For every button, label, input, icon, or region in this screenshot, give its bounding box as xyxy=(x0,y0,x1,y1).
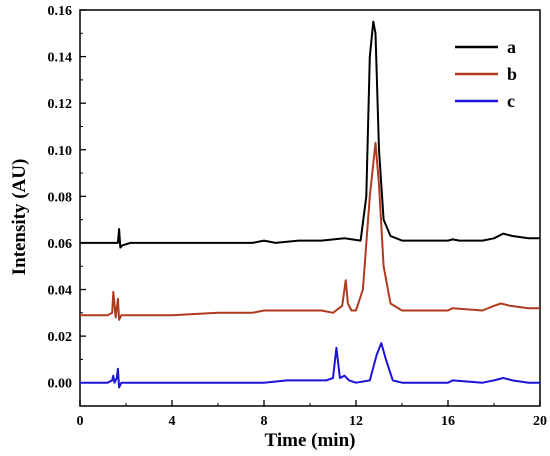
legend-label-c: c xyxy=(507,91,515,111)
y-axis-title: Intensity (AU) xyxy=(9,159,30,276)
x-tick-label: 4 xyxy=(169,414,176,429)
y-tick-label: 0.08 xyxy=(48,190,73,205)
y-tick-label: 0.02 xyxy=(48,330,73,345)
plot-frame xyxy=(79,9,541,407)
y-tick-label: 0.00 xyxy=(48,377,73,392)
y-tick-label: 0.12 xyxy=(48,97,73,112)
y-tick-label: 0.06 xyxy=(48,237,73,252)
y-tick-label: 0.04 xyxy=(48,284,73,299)
y-tick-label: 0.10 xyxy=(48,144,73,159)
y-tick-label: 0.16 xyxy=(48,4,73,19)
series-line-c xyxy=(80,342,540,389)
plot-area: 0 4 8 12 16 20 0.00 0.02 0.04 0.06 0.08 0.10 0.12 0.1… xyxy=(48,4,548,429)
x-tick-label: 0 xyxy=(77,414,84,429)
series-line-a xyxy=(80,20,540,249)
x-tick-label: 20 xyxy=(533,414,547,429)
legend-label-a: a xyxy=(507,37,516,57)
y-tick-label: 0.14 xyxy=(48,51,73,66)
series-line-b xyxy=(80,141,540,321)
x-tick-label: 16 xyxy=(441,414,455,429)
x-axis-title: Time (min) xyxy=(265,430,356,451)
x-tick-label: 8 xyxy=(261,414,268,429)
legend-label-b: b xyxy=(507,64,517,84)
x-tick-label: 12 xyxy=(349,414,363,429)
